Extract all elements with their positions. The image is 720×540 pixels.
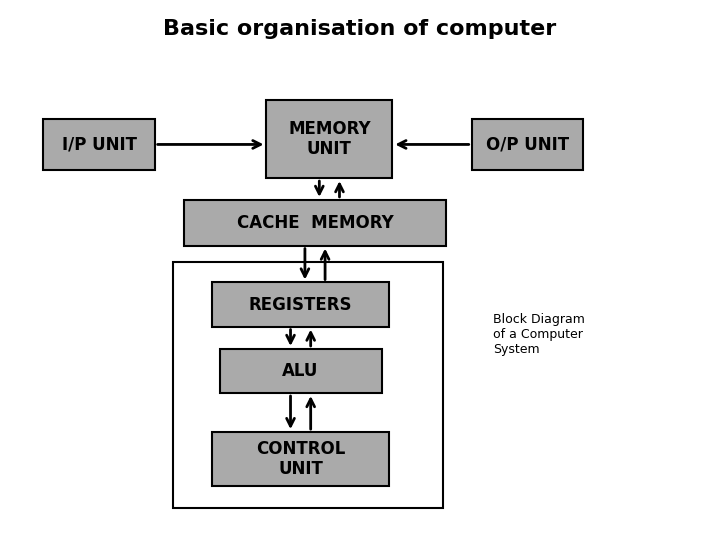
Text: CONTROL
UNIT: CONTROL UNIT xyxy=(256,440,346,478)
Bar xyxy=(220,349,382,393)
Text: MEMORY
UNIT: MEMORY UNIT xyxy=(288,120,371,158)
Text: ALU: ALU xyxy=(282,362,319,380)
Bar xyxy=(43,119,155,170)
Text: Block Diagram
of a Computer
System: Block Diagram of a Computer System xyxy=(493,313,585,356)
Text: O/P UNIT: O/P UNIT xyxy=(486,136,569,153)
Bar xyxy=(173,262,443,508)
Text: REGISTERS: REGISTERS xyxy=(249,295,352,314)
Text: Basic organisation of computer: Basic organisation of computer xyxy=(163,19,557,39)
Bar xyxy=(184,200,446,246)
Text: I/P UNIT: I/P UNIT xyxy=(61,136,137,153)
Bar xyxy=(266,100,392,178)
Bar xyxy=(472,119,583,170)
Text: CACHE  MEMORY: CACHE MEMORY xyxy=(237,214,393,232)
Bar xyxy=(212,432,389,486)
Bar xyxy=(212,282,389,327)
